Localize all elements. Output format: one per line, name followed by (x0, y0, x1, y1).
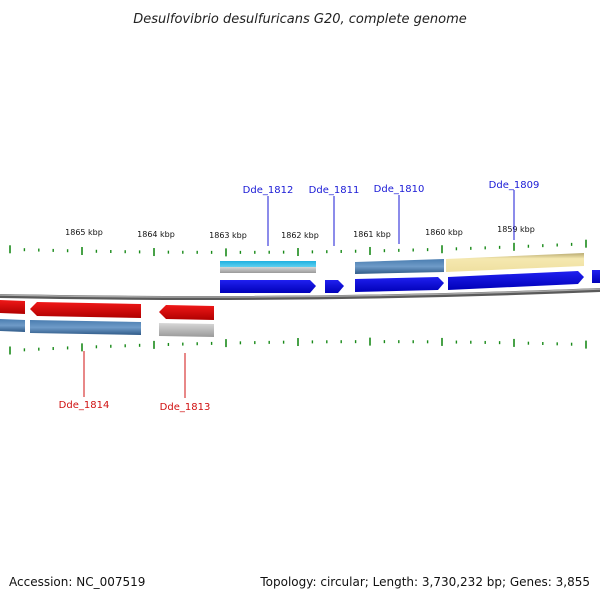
scale-label: 1863 kbp (209, 231, 247, 240)
bottom-scale-ticks (9, 337, 587, 355)
cds-arrow-dde-1811[interactable] (325, 280, 344, 293)
gene-bar (159, 323, 214, 337)
gene-bar (0, 319, 25, 332)
cds-arrow-offscreen[interactable] (592, 270, 600, 283)
gene-label-dde-1813[interactable]: Dde_1813 (160, 402, 211, 413)
scale-label: 1860 kbp (425, 228, 463, 237)
gene-bar (355, 259, 444, 274)
gene-bar (446, 253, 584, 272)
cds-arrow-dde-1812[interactable] (220, 280, 316, 293)
gene-bar (220, 267, 316, 273)
top-scale-ticks (9, 239, 587, 257)
reverse-cds-track (0, 300, 214, 320)
gene-bar (30, 320, 141, 335)
topology-text: Topology: circular; Length: 3,730,232 bp… (259, 575, 590, 589)
gene-label-dde-1814[interactable]: Dde_1814 (59, 400, 110, 411)
forward-cds-track (220, 270, 600, 293)
cds-arrow-dde-1810[interactable] (355, 277, 444, 292)
genome-backbone (0, 288, 600, 300)
scale-labels: 1865 kbp 1864 kbp 1863 kbp 1862 kbp 1861… (65, 225, 535, 240)
gene-label-dde-1812[interactable]: Dde_1812 (243, 185, 294, 196)
scale-label: 1862 kbp (281, 231, 319, 240)
cds-arrow-dde-1813[interactable] (159, 305, 214, 320)
gene-bar (220, 261, 316, 267)
gene-label-dde-1809[interactable]: Dde_1809 (489, 180, 540, 191)
accession-text: Accession: NC_007519 (9, 575, 145, 589)
scale-label: 1859 kbp (497, 225, 535, 234)
scale-label: 1864 kbp (137, 230, 175, 239)
scale-label: 1865 kbp (65, 228, 103, 237)
cds-arrow-offscreen-left[interactable] (0, 300, 25, 314)
upper-feature-bars (220, 253, 584, 274)
map-title: Desulfovibrio desulfuricans G20, complet… (133, 12, 467, 27)
gene-labels-bottom: Dde_1814 Dde_1813 (59, 351, 211, 413)
gene-labels-top: Dde_1812 Dde_1811 Dde_1810 Dde_1809 (243, 180, 540, 246)
scale-label: 1861 kbp (353, 230, 391, 239)
cds-arrow-dde-1814[interactable] (30, 302, 141, 318)
lower-feature-bars (0, 319, 214, 337)
gene-label-dde-1811[interactable]: Dde_1811 (309, 185, 360, 196)
cds-arrow-dde-1809[interactable] (448, 271, 584, 290)
gene-label-dde-1810[interactable]: Dde_1810 (374, 184, 425, 195)
